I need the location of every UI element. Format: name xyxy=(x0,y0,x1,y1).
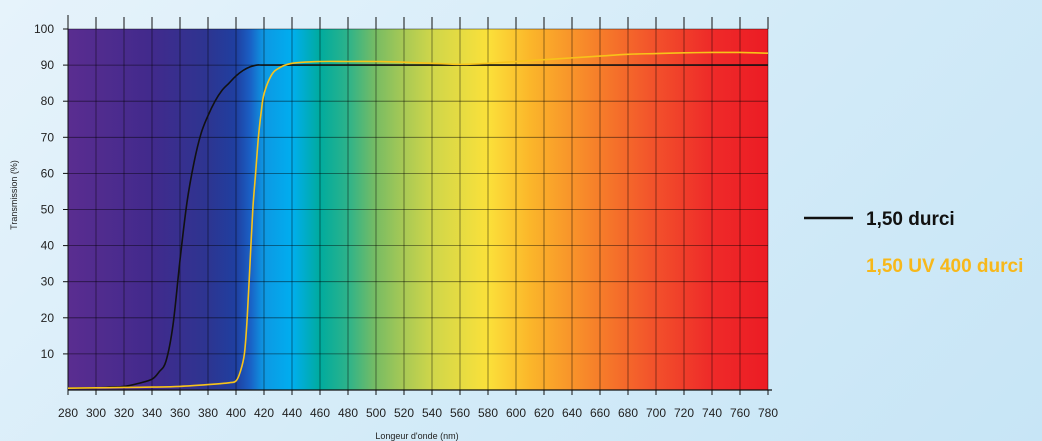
x-tick-label: 500 xyxy=(366,406,386,420)
y-tick-label: 70 xyxy=(41,130,55,144)
x-tick-label: 560 xyxy=(450,406,470,420)
axes xyxy=(63,15,772,395)
x-tick-label: 780 xyxy=(758,406,778,420)
x-tick-label: 580 xyxy=(478,406,498,420)
x-tick-label: 740 xyxy=(702,406,722,420)
x-tick-label: 680 xyxy=(618,406,638,420)
y-tick-label: 10 xyxy=(41,347,55,361)
x-tick-label: 440 xyxy=(282,406,302,420)
x-tick-label: 300 xyxy=(86,406,106,420)
x-tick-label: 460 xyxy=(310,406,330,420)
y-axis-title: Transmission (%) xyxy=(9,160,19,230)
x-tick-label: 620 xyxy=(534,406,554,420)
y-tick-label: 100 xyxy=(34,22,54,36)
x-tick-label: 640 xyxy=(562,406,582,420)
y-tick-label: 30 xyxy=(41,275,55,289)
x-tick-label: 280 xyxy=(58,406,78,420)
legend-label-1: 1,50 durci xyxy=(866,209,955,230)
x-tick-label: 320 xyxy=(114,406,134,420)
legend: 1,50 durci 1,50 UV 400 durci xyxy=(804,209,1023,277)
y-tick-label: 90 xyxy=(41,58,55,72)
x-tick-label: 720 xyxy=(674,406,694,420)
x-tick-label: 400 xyxy=(226,406,246,420)
x-tick-label: 360 xyxy=(170,406,190,420)
x-axis-title: Longeur d'onde (nm) xyxy=(375,431,458,441)
x-axis-tick-labels: 280 300 320 340 360 380 400 420 440 460 480 500 520 5… xyxy=(58,406,778,420)
y-tick-label: 80 xyxy=(41,94,55,108)
x-tick-label: 480 xyxy=(338,406,358,420)
y-axis-tick-labels: 10 20 30 40 50 60 70 80 90 100 xyxy=(34,22,54,361)
y-tick-label: 50 xyxy=(41,203,55,217)
x-tick-label: 520 xyxy=(394,406,414,420)
x-tick-label: 340 xyxy=(142,406,162,420)
legend-label-2: 1,50 UV 400 durci xyxy=(866,256,1023,277)
data-series xyxy=(67,51,769,389)
y-tick-label: 40 xyxy=(41,239,55,253)
series-line-1 xyxy=(67,64,768,389)
x-tick-label: 600 xyxy=(506,406,526,420)
y-tick-label: 20 xyxy=(41,311,55,325)
x-tick-label: 540 xyxy=(422,406,442,420)
x-tick-label: 420 xyxy=(254,406,274,420)
y-tick-label: 60 xyxy=(41,166,55,180)
x-tick-label: 660 xyxy=(590,406,610,420)
series-line-2 xyxy=(67,51,769,389)
x-tick-label: 760 xyxy=(730,406,750,420)
x-tick-label: 700 xyxy=(646,406,666,420)
x-tick-label: 380 xyxy=(198,406,218,420)
